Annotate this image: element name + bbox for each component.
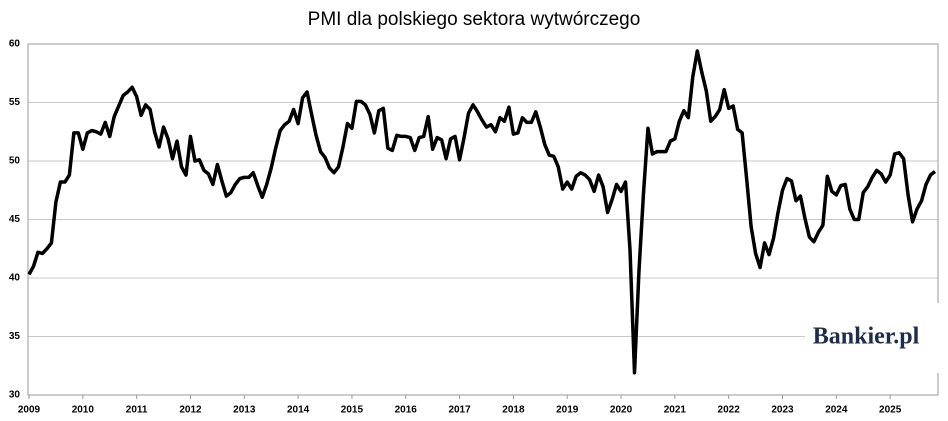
x-tick-label: 2010 (72, 405, 95, 416)
x-tick-label: 2019 (556, 405, 579, 416)
y-tick-label: 45 (9, 214, 21, 225)
x-tick-label: 2014 (287, 405, 310, 416)
x-tick-label: 2009 (18, 405, 41, 416)
x-tick-label: 2020 (610, 405, 633, 416)
x-tick-label: 2017 (448, 405, 471, 416)
line (27, 49, 937, 375)
y-tick-label: 60 (9, 39, 21, 50)
watermark: Bankier.pl (813, 324, 920, 350)
x-tick-label: 2015 (341, 405, 364, 416)
watermark-box (805, 303, 939, 373)
x-tick-label: 2021 (664, 405, 687, 416)
x-tick-label: 2013 (233, 405, 256, 416)
plot-frame (27, 43, 939, 396)
y-tick-label: 30 (9, 390, 21, 401)
x-tick-label: 2024 (825, 405, 848, 416)
x-tick-label: 2011 (126, 405, 148, 416)
y-tick-label: 35 (9, 331, 21, 342)
x-tick-label: 2016 (395, 405, 418, 416)
x-tick-label: 2018 (502, 405, 525, 416)
x-tick-label: 2025 (879, 405, 902, 416)
y-tick-label: 50 (9, 156, 21, 167)
x-tick-label: 2023 (771, 405, 794, 416)
y-tick-label: 55 (9, 97, 21, 108)
x-tick-label: 2012 (179, 405, 202, 416)
x-tick-label: 2022 (718, 405, 741, 416)
chart-title: PMI dla polskiego sektora wytwórczego (308, 9, 641, 30)
y-tick-label: 40 (9, 273, 21, 284)
